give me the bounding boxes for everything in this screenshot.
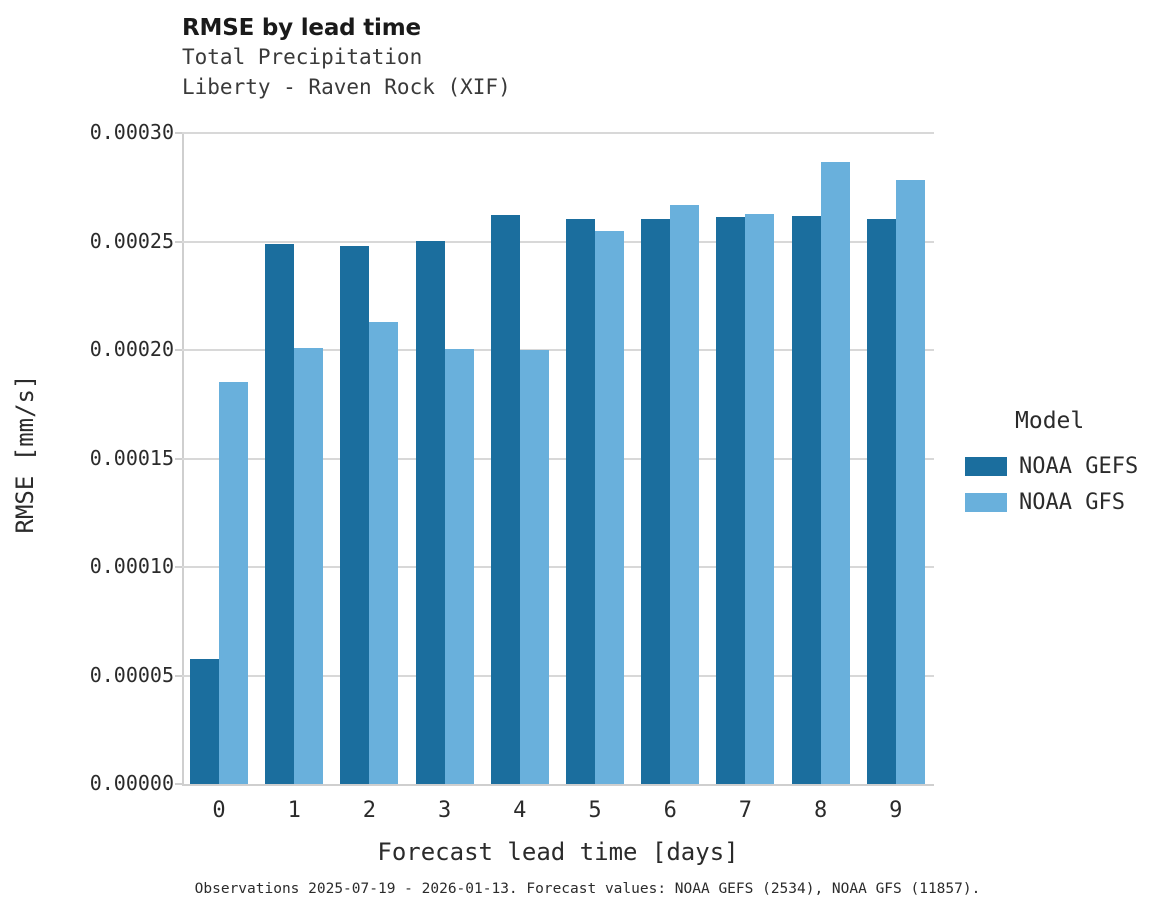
y-axis-tick-label: 0.00010 xyxy=(89,554,174,578)
x-axis-tick-label: 3 xyxy=(437,798,452,823)
y-axis-tick-label: 0.00030 xyxy=(89,120,174,144)
x-axis-tick-label: 6 xyxy=(663,798,677,823)
bar[interactable] xyxy=(444,348,474,784)
y-axis-tick xyxy=(175,240,182,243)
legend-swatch-icon xyxy=(965,492,1007,512)
y-axis-tick xyxy=(175,349,182,351)
y-axis-tick xyxy=(175,566,182,568)
legend-entry[interactable]: NOAA GFS xyxy=(965,484,1175,520)
bar[interactable] xyxy=(415,240,445,784)
bar[interactable] xyxy=(490,215,520,784)
bar[interactable] xyxy=(369,321,399,784)
x-axis-tick-label: 0 xyxy=(212,798,226,823)
gridline xyxy=(182,566,934,568)
bar[interactable] xyxy=(566,218,595,784)
legend-label: NOAA GEFS xyxy=(1019,453,1139,479)
y-axis-tick xyxy=(175,783,182,785)
y-axis-tick-label: 0.00025 xyxy=(89,228,174,253)
x-axis-tick-label: 7 xyxy=(738,798,753,823)
x-axis-tick-label: 9 xyxy=(889,798,903,823)
chart-subtitle-variable: Total Precipitation xyxy=(182,45,423,69)
bar[interactable] xyxy=(595,230,624,784)
legend-swatch-icon xyxy=(965,456,1007,476)
bar[interactable] xyxy=(820,162,850,784)
y-axis-tick-label: 0.00005 xyxy=(89,662,174,687)
x-axis-line xyxy=(182,784,934,786)
x-axis-tick-label: 1 xyxy=(287,798,301,823)
bar[interactable] xyxy=(895,179,925,784)
legend-label: NOAA GFS xyxy=(1019,489,1125,515)
x-axis-tick-label: 2 xyxy=(362,798,377,823)
page-title: RMSE by lead time xyxy=(182,15,421,41)
y-axis-tick-label: 0.00020 xyxy=(89,337,174,361)
bar[interactable] xyxy=(265,244,295,784)
title-block: RMSE by lead time Total Precipitation Li… xyxy=(182,14,511,102)
bar[interactable] xyxy=(340,246,370,784)
gridline xyxy=(182,240,934,243)
y-axis-line xyxy=(182,133,184,786)
bar[interactable] xyxy=(716,217,746,784)
legend-entries: NOAA GEFS NOAA GFS xyxy=(965,448,1175,520)
chart-subtitle-location: Liberty - Raven Rock (XIF) xyxy=(182,75,511,99)
legend-title: Model xyxy=(1015,408,1085,434)
plot-area xyxy=(175,132,934,786)
bar[interactable] xyxy=(219,382,248,784)
y-axis-tick xyxy=(175,457,182,460)
y-axis-tick xyxy=(175,674,182,677)
y-axis-title: RMSE [mm/s] xyxy=(11,374,39,534)
x-axis-tick-label: 5 xyxy=(588,798,602,823)
footer-note: Observations 2025-07-19 - 2026-01-13. Fo… xyxy=(194,881,981,897)
bar[interactable] xyxy=(641,218,671,784)
legend: Model NOAA GEFS NOAA GFS xyxy=(965,408,1175,520)
bar[interactable] xyxy=(745,214,775,784)
gridline xyxy=(182,349,934,351)
bar[interactable] xyxy=(294,348,324,784)
legend-entry[interactable]: NOAA GEFS xyxy=(965,448,1175,484)
gridline xyxy=(182,457,934,460)
x-axis-tick-label: 4 xyxy=(513,798,527,823)
bar[interactable] xyxy=(791,216,821,784)
bar[interactable] xyxy=(866,218,896,784)
y-axis-tick xyxy=(175,132,182,134)
y-axis-tick-label: 0.00015 xyxy=(89,445,174,470)
bar[interactable] xyxy=(670,205,700,784)
x-axis-title: Forecast lead time [days] xyxy=(377,838,739,866)
bar[interactable] xyxy=(190,658,219,784)
gridline xyxy=(182,132,934,134)
x-axis-tick-label: 8 xyxy=(813,798,828,823)
bar[interactable] xyxy=(519,350,549,784)
y-axis-tick-label: 0.00000 xyxy=(89,771,174,795)
gridline xyxy=(182,674,934,677)
